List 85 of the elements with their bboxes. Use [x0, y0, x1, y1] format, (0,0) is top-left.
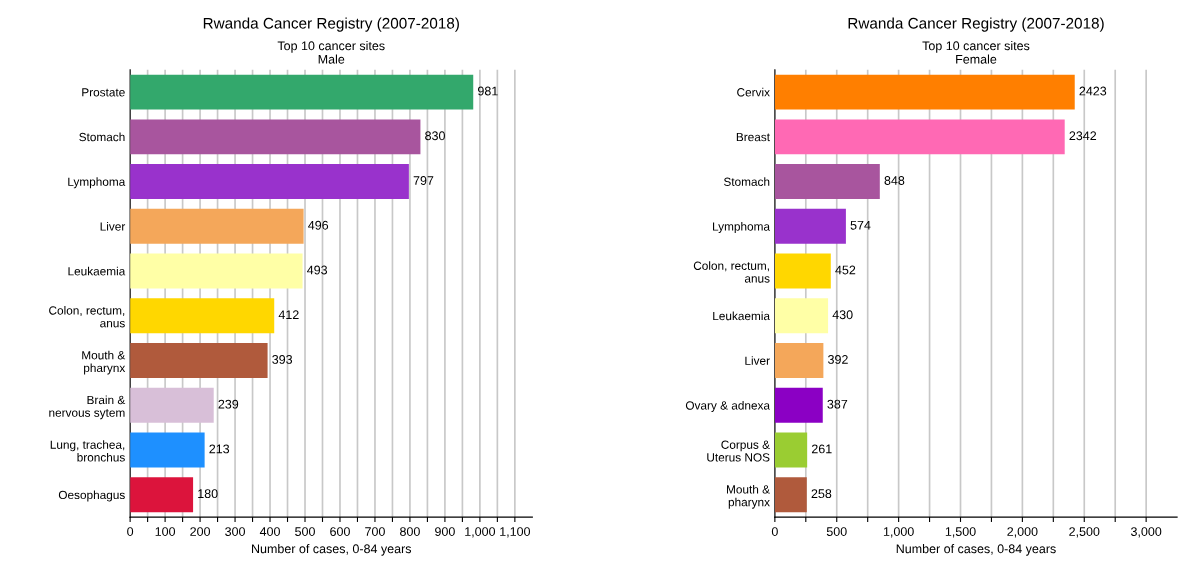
y-tick-label: Ovary & adnexa [685, 400, 771, 412]
data-label: 830 [425, 131, 445, 141]
bar [774, 74, 1075, 110]
bar [774, 253, 831, 289]
bar [130, 432, 205, 468]
bar [130, 477, 194, 513]
x-tick-label: 2,500 [1069, 527, 1100, 538]
bar [130, 387, 214, 423]
y-tick-label: Oesophagus [58, 490, 125, 502]
data-label: 239 [218, 399, 239, 409]
y-tick-label: Stomach [79, 132, 125, 142]
x-tick-label: 900 [435, 527, 455, 536]
y-tick-label: Liver [100, 222, 126, 231]
bar [130, 253, 303, 289]
data-label: 213 [209, 444, 230, 454]
x-tick-label: 0 [127, 527, 134, 536]
x-tick-label: 1,500 [945, 527, 976, 538]
x-tick-label: 500 [295, 527, 315, 536]
x-tick-label: 500 [826, 527, 847, 536]
bar [774, 208, 846, 244]
x-tick-label: 800 [400, 527, 420, 536]
data-label: 387 [827, 399, 848, 409]
x-tick-label: 400 [259, 527, 280, 536]
y-tick-label: Cervix [737, 87, 770, 97]
bar [130, 298, 275, 334]
y-tick-label: Mouth & pharynx [727, 484, 770, 509]
bar [130, 164, 409, 200]
y-tick-label: Colon, rectum, anus [693, 261, 770, 283]
y-tick-label: Lymphoma [68, 177, 126, 189]
data-label: 2342 [1069, 131, 1097, 141]
x-tick-label: 2,000 [1007, 527, 1038, 538]
y-tick-label: Lymphoma [713, 222, 771, 234]
x-tick-label: 1,000 [465, 527, 496, 538]
data-label: 430 [832, 310, 853, 320]
data-label: 496 [308, 220, 329, 230]
data-label: 258 [811, 489, 832, 499]
x-tick-label: 600 [330, 527, 350, 536]
y-tick-label: Mouth & pharynx [82, 350, 126, 375]
bar [774, 119, 1065, 155]
x-axis-title: Number of cases, 0-84 years [896, 544, 1056, 556]
data-label: 493 [307, 265, 328, 275]
bar [130, 343, 268, 378]
bar [774, 477, 807, 513]
bar [774, 298, 829, 334]
y-tick-label: Leukaemia [713, 311, 771, 321]
data-label: 412 [278, 310, 299, 320]
y-tick-label: Breast [736, 132, 770, 142]
bar [774, 432, 808, 468]
x-tick-label: 1,100 [500, 527, 531, 538]
bar [774, 164, 880, 200]
x-tick-label: 200 [190, 527, 211, 536]
chart-subtitle: Top 10 cancer sites Female [922, 41, 1030, 64]
data-label: 393 [272, 355, 293, 364]
bar [774, 343, 824, 378]
y-tick-label: Leukaemia [68, 266, 126, 276]
x-tick-label: 300 [225, 527, 245, 536]
data-label: 797 [413, 176, 434, 185]
x-axis-title: Number of cases, 0-84 years [252, 544, 412, 556]
y-tick-label: Prostate [82, 88, 125, 97]
y-tick-label: Brain & nervous sytem [49, 395, 126, 420]
data-label: 574 [850, 220, 871, 230]
bar [130, 74, 474, 110]
y-tick-label: Stomach [723, 177, 770, 186]
data-label: 261 [811, 444, 832, 454]
data-label: 180 [198, 489, 218, 499]
x-tick-label: 0 [771, 527, 778, 536]
bar [130, 208, 304, 244]
y-tick-label: Corpus & Uterus NOS [707, 440, 770, 462]
chart-title: Rwanda Cancer Registry (2007-2018) [848, 17, 1104, 32]
y-tick-label: Lung, trachea, bronchus [50, 440, 125, 462]
bar [130, 119, 421, 155]
x-tick-label: 3,000 [1130, 527, 1162, 538]
data-label: 2423 [1079, 86, 1107, 96]
x-tick-label: 1,000 [883, 527, 914, 538]
x-tick-label: 100 [155, 527, 176, 536]
chart-subtitle: Top 10 cancer sites Male [277, 41, 385, 64]
data-label: 392 [828, 355, 848, 364]
bar [774, 387, 823, 423]
data-label: 452 [835, 265, 856, 275]
y-tick-label: Colon, rectum, anus [49, 305, 125, 328]
chart-title: Rwanda Cancer Registry (2007-2018) [203, 17, 459, 32]
x-tick-label: 700 [365, 527, 385, 536]
data-label: 848 [884, 176, 905, 185]
data-label: 981 [477, 86, 498, 96]
y-tick-label: Liver [745, 356, 770, 365]
